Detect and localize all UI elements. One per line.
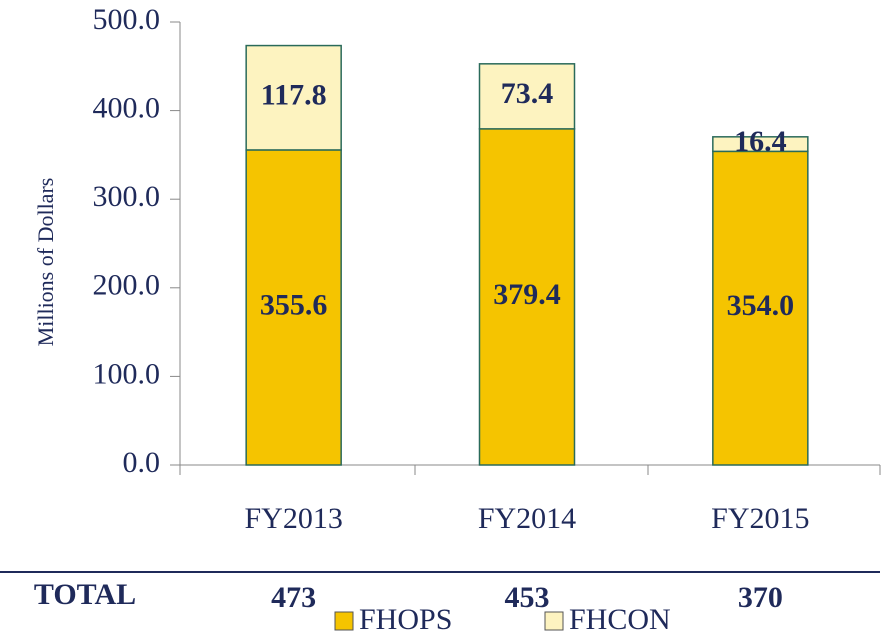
y-tick-label: 100.0 bbox=[93, 357, 161, 390]
data-label: 117.8 bbox=[261, 79, 327, 112]
y-tick-label: 400.0 bbox=[93, 91, 161, 124]
bar-segment bbox=[712, 136, 809, 153]
data-label: 355.6 bbox=[260, 288, 328, 321]
data-label: 73.4 bbox=[501, 77, 554, 110]
total-value: 453 bbox=[505, 581, 550, 614]
bar-segment bbox=[478, 128, 576, 466]
legend-swatch bbox=[334, 611, 354, 631]
x-tick-label: FY2015 bbox=[711, 502, 809, 535]
bar-segment bbox=[712, 150, 809, 466]
y-tick-label: 0.0 bbox=[123, 446, 161, 479]
y-tick-label: 300.0 bbox=[93, 180, 161, 213]
data-label: 16.4 bbox=[734, 125, 787, 158]
bar-segment bbox=[245, 44, 342, 151]
legend-label: FHCON bbox=[569, 603, 671, 636]
bar-segment bbox=[478, 63, 576, 130]
legend-swatch bbox=[544, 611, 564, 631]
bar-segment bbox=[245, 149, 342, 466]
legend-label: FHOPS bbox=[359, 603, 452, 636]
x-tick-label: FY2013 bbox=[244, 502, 342, 535]
x-tick-label: FY2014 bbox=[478, 502, 576, 535]
data-label: 354.0 bbox=[727, 289, 795, 322]
y-axis-label: Millions of Dollars bbox=[33, 178, 58, 347]
y-tick-label: 200.0 bbox=[93, 269, 161, 302]
data-label: 379.4 bbox=[493, 278, 561, 311]
total-value: 473 bbox=[271, 581, 316, 614]
total-label: TOTAL bbox=[34, 578, 136, 611]
total-value: 370 bbox=[738, 581, 783, 614]
y-tick-label: 500.0 bbox=[93, 3, 161, 36]
